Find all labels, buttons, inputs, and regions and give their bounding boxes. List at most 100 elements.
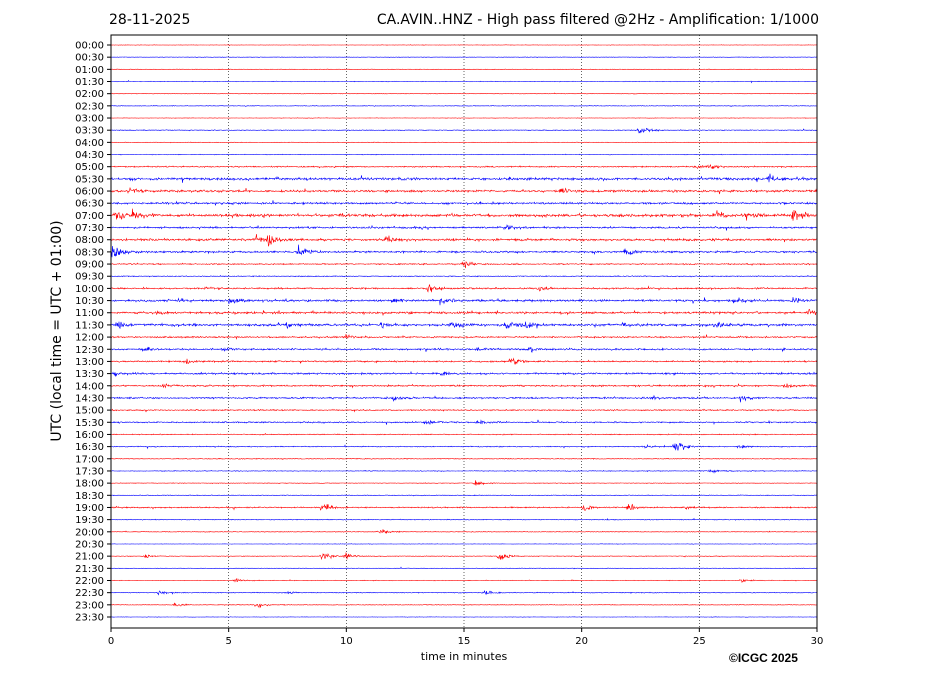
y-tick-label: 12:30 [75,345,104,356]
plot-frame [110,34,818,629]
y-tick-label: 05:30 [75,174,104,185]
y-tick-label: 11:00 [75,308,104,319]
y-tick-label: 14:30 [75,393,104,404]
trace-1000 [110,284,817,293]
trace-0730 [111,224,817,231]
trace-1630 [111,442,818,451]
trace-1330 [110,370,818,377]
y-tick-label: 17:30 [75,466,104,477]
y-tick-label: 20:00 [75,527,104,538]
trace-1430 [110,394,818,403]
trace-1100 [111,308,818,316]
trace-1830 [110,494,818,497]
y-tick-label: 04:00 [75,138,104,149]
trace-0400 [110,141,817,144]
trace-1400 [110,383,817,389]
trace-1300 [111,357,818,366]
trace-2030 [111,543,817,545]
trace-0100 [110,68,818,70]
trace-0000 [110,44,817,47]
x-tick-label: 20 [575,636,588,647]
trace-1530 [110,419,818,426]
trace-0930 [110,274,817,278]
x-tick-label: 25 [693,636,706,647]
x-tick-label: 10 [340,636,353,647]
y-tick-label: 01:30 [75,77,104,88]
trace-0500 [110,163,818,170]
y-tick-label: 08:00 [75,235,104,246]
x-tick-label: 5 [225,636,231,647]
y-tick-label: 05:00 [75,162,104,173]
y-tick-label: 07:00 [75,211,104,222]
trace-0830 [110,244,818,258]
y-tick-label: 21:30 [75,564,104,575]
trace-0200 [110,92,818,95]
trace-1800 [110,480,818,486]
y-tick-label: 09:00 [75,260,104,271]
y-tick-label: 21:00 [75,552,104,563]
trace-0900 [110,261,818,269]
y-tick-label: 01:00 [75,65,104,76]
y-tick-label: 03:30 [75,126,104,137]
trace-2230 [110,589,818,596]
trace-2000 [111,529,818,534]
y-tick-label: 00:00 [75,41,104,52]
y-tick-label: 23:00 [75,600,104,611]
chart-title: CA.AVIN..HNZ - High pass filtered @2Hz -… [376,12,819,28]
trace-0530 [110,173,818,183]
y-tick-label: 22:00 [75,576,104,587]
y-tick-label: 22:30 [75,588,104,599]
trace-1900 [110,503,818,511]
trace-0300 [111,117,818,119]
y-tick-label: 16:30 [75,442,104,453]
y-tick-label: 11:30 [75,320,104,331]
y-tick-label: 17:00 [75,454,104,465]
y-tick-label: 07:30 [75,223,104,234]
y-tick-label: 18:30 [75,491,104,502]
trace-1230 [110,346,817,353]
trace-0030 [111,56,818,58]
trace-2330 [110,616,817,618]
y-tick-label: 14:00 [75,381,104,392]
y-tick-label: 13:00 [75,357,104,368]
copyright-label: ©ICGC 2025 [729,651,798,665]
y-tick-label: 02:30 [75,101,104,112]
y-tick-label: 15:30 [75,418,104,429]
y-tick-label: 13:30 [75,369,104,380]
y-tick-label: 20:30 [75,539,104,550]
y-tick-label: 18:00 [75,479,104,490]
trace-0630 [111,200,818,206]
trace-1930 [110,517,818,521]
y-tick-label: 08:30 [75,247,104,258]
y-tick-label: 10:00 [75,284,104,295]
trace-0330 [110,127,818,134]
y-tick-label: 12:00 [75,333,104,344]
y-tick-label: 19:30 [75,515,104,526]
y-tick-label: 03:00 [75,114,104,125]
trace-1500 [110,408,818,413]
y-tick-label: 15:00 [75,406,104,417]
y-tick-label: 16:00 [75,430,104,441]
trace-2200 [110,578,818,584]
x-axis-label: time in minutes [420,650,508,663]
trace-0430 [111,153,818,156]
trace-2100 [110,551,817,561]
x-tick-label: 30 [811,636,824,647]
x-tick-label: 15 [458,636,471,647]
trace-1600 [111,432,817,436]
x-tick-label: 0 [108,636,114,647]
y-tick-label: 06:00 [75,187,104,198]
trace-0130 [110,79,818,84]
y-tick-label: 04:30 [75,150,104,161]
y-tick-label: 10:30 [75,296,104,307]
y-tick-label: 09:30 [75,272,104,283]
trace-2300 [110,602,817,609]
trace-1030 [110,297,818,306]
trace-0230 [111,105,818,107]
trace-2130 [110,566,818,570]
trace-0800 [110,234,818,247]
trace-1700 [110,457,818,460]
trace-0700 [110,208,817,221]
trace-1200 [110,334,818,340]
